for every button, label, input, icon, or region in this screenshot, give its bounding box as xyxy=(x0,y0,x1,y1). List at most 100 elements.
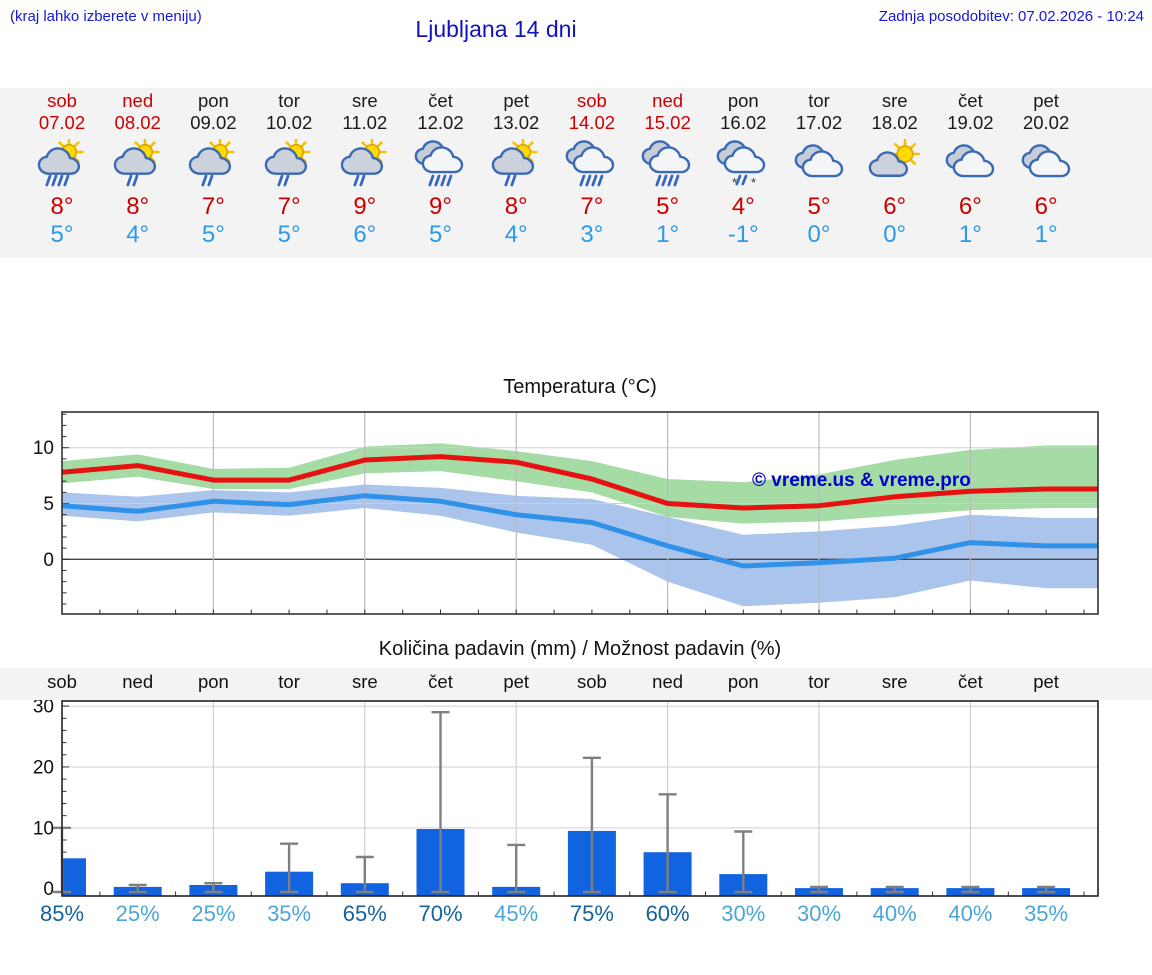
day-label: pet xyxy=(1033,671,1059,692)
precip-probability: 30% xyxy=(721,901,766,926)
day-name: sre xyxy=(881,90,908,111)
precip-probability: 35% xyxy=(1024,901,1069,926)
day-label: sob xyxy=(576,671,607,692)
precip-whisker xyxy=(280,842,299,894)
forecast-day-column: čet 19.02 6° 1° xyxy=(932,90,1008,249)
forecast-day-column: sre 18.02 6° 0° xyxy=(857,90,933,249)
day-label: ned xyxy=(122,671,154,692)
forecast-day-column: sre 11.02 9° 6° xyxy=(327,90,403,249)
precip-probability: 65% xyxy=(342,901,387,926)
svg-text:5: 5 xyxy=(43,494,54,515)
day-min-temperature: 1° xyxy=(1034,221,1058,248)
svg-text:30: 30 xyxy=(33,700,54,718)
svg-text:*: * xyxy=(732,175,737,189)
day-min-temperature: 0° xyxy=(807,221,831,248)
clouds-sleet-icon: * * xyxy=(705,139,781,191)
forecast-strip: sob 07.02 8° 5° ned 08.02 8° 4° pon 09.02 7° 5° tor 1… xyxy=(0,88,1152,258)
precip-whisker xyxy=(582,756,601,894)
day-date: 11.02 xyxy=(342,112,388,133)
day-max-temperature: 7° xyxy=(580,193,604,220)
day-max-temperature: 6° xyxy=(1034,193,1058,220)
min-temp-line xyxy=(61,493,1098,569)
svg-text:10: 10 xyxy=(33,438,54,459)
forecast-day-column: tor 10.02 7° 5° xyxy=(251,90,327,249)
day-name: čet xyxy=(428,90,453,111)
precip-probability: 45% xyxy=(494,901,539,926)
forecast-day-column: tor 17.02 5° 0° xyxy=(781,90,857,249)
forecast-day-column: pon 09.02 7° 5° xyxy=(175,90,251,249)
day-date: 20.02 xyxy=(1022,112,1070,133)
day-date: 08.02 xyxy=(114,112,161,133)
day-min-temperature: 5° xyxy=(429,221,452,248)
precip-whisker xyxy=(885,885,904,894)
day-date: 07.02 xyxy=(38,112,86,133)
day-min-temperature: 3° xyxy=(580,221,604,248)
day-max-temperature: 6° xyxy=(958,193,982,220)
precip-whisker xyxy=(204,881,223,894)
day-max-temperature: 8° xyxy=(504,193,528,220)
precip-whisker xyxy=(128,883,147,894)
day-min-temperature: 4° xyxy=(126,221,150,248)
day-min-temperature: 0° xyxy=(883,221,907,248)
day-name: sre xyxy=(351,90,378,111)
precip-probability-row: 85% 25% 25% 35% 65% 70% 45% 75% 60% 30% 30% 40% 40% 3… xyxy=(0,901,1152,933)
day-date: 18.02 xyxy=(871,112,918,133)
sun-cloud-rain-icon xyxy=(478,137,554,191)
day-name: tor xyxy=(808,90,830,111)
forecast-day-column: ned 15.02 5° 1° xyxy=(630,90,706,249)
day-min-temperature: 1° xyxy=(958,221,982,248)
day-date: 09.02 xyxy=(190,112,237,133)
day-label: sre xyxy=(881,671,908,692)
temperature-chart-title: Temperatura (°C) xyxy=(503,376,657,398)
day-name: sob xyxy=(576,90,607,111)
day-name: ned xyxy=(122,90,154,111)
day-min-temperature: 4° xyxy=(504,221,528,248)
day-label: pon xyxy=(197,671,229,692)
watermark: © vreme.us & vreme.pro xyxy=(752,470,971,491)
precip-whisker xyxy=(658,793,677,894)
cloudy-icon xyxy=(932,139,1008,191)
cloudy-icon xyxy=(781,139,857,191)
precip-probability: 40% xyxy=(948,901,993,926)
forecast-day-column: sob 07.02 8° 5° xyxy=(24,90,100,249)
precip-probability: 85% xyxy=(39,901,85,926)
sun-cloud-rain-icon xyxy=(175,137,251,191)
day-max-temperature: 9° xyxy=(353,193,377,220)
page-title: Ljubljana 14 dni xyxy=(415,16,577,42)
precip-whisker xyxy=(734,830,753,894)
day-label: pet xyxy=(503,671,530,692)
day-date: 14.02 xyxy=(568,112,616,133)
last-updated-text: Zadnja posodobitev: 07.02.2026 - 10:24 xyxy=(878,8,1144,25)
cloudy-icon xyxy=(1008,139,1084,191)
sun-cloud-rain-icon xyxy=(327,137,403,191)
precip-probability: 70% xyxy=(418,901,463,926)
day-min-temperature: 5° xyxy=(201,221,225,248)
clouds-heavy-rain-icon xyxy=(403,139,479,191)
precip-whisker xyxy=(1037,885,1056,894)
day-label: ned xyxy=(652,671,684,692)
day-min-temperature: -1° xyxy=(727,221,759,248)
day-name: pet xyxy=(503,90,530,111)
day-label: čet xyxy=(428,671,453,692)
day-date: 10.02 xyxy=(265,112,313,133)
day-max-temperature: 6° xyxy=(883,193,907,220)
precip-probability: 40% xyxy=(872,901,917,926)
day-max-temperature: 7° xyxy=(201,193,225,220)
day-date: 13.02 xyxy=(493,112,540,133)
forecast-day-column: čet 12.02 9° 5° xyxy=(403,90,479,249)
svg-text:20: 20 xyxy=(33,758,54,779)
svg-text:10: 10 xyxy=(33,818,54,839)
precipitation-chart-title: Količina padavin (mm) / Možnost padavin … xyxy=(378,638,782,660)
day-max-temperature: 4° xyxy=(731,193,755,220)
clouds-heavy-rain-icon xyxy=(554,139,630,191)
day-name: tor xyxy=(278,90,300,111)
day-name: ned xyxy=(652,90,684,111)
day-label: tor xyxy=(808,671,830,692)
forecast-day-column: ned 08.02 8° 4° xyxy=(100,90,176,249)
day-date: 19.02 xyxy=(947,112,994,133)
day-max-temperature: 5° xyxy=(656,193,680,220)
precip-whisker xyxy=(431,710,450,894)
sun-cloud-heavy-rain-icon xyxy=(24,137,100,191)
max-temp-line xyxy=(61,454,1098,511)
